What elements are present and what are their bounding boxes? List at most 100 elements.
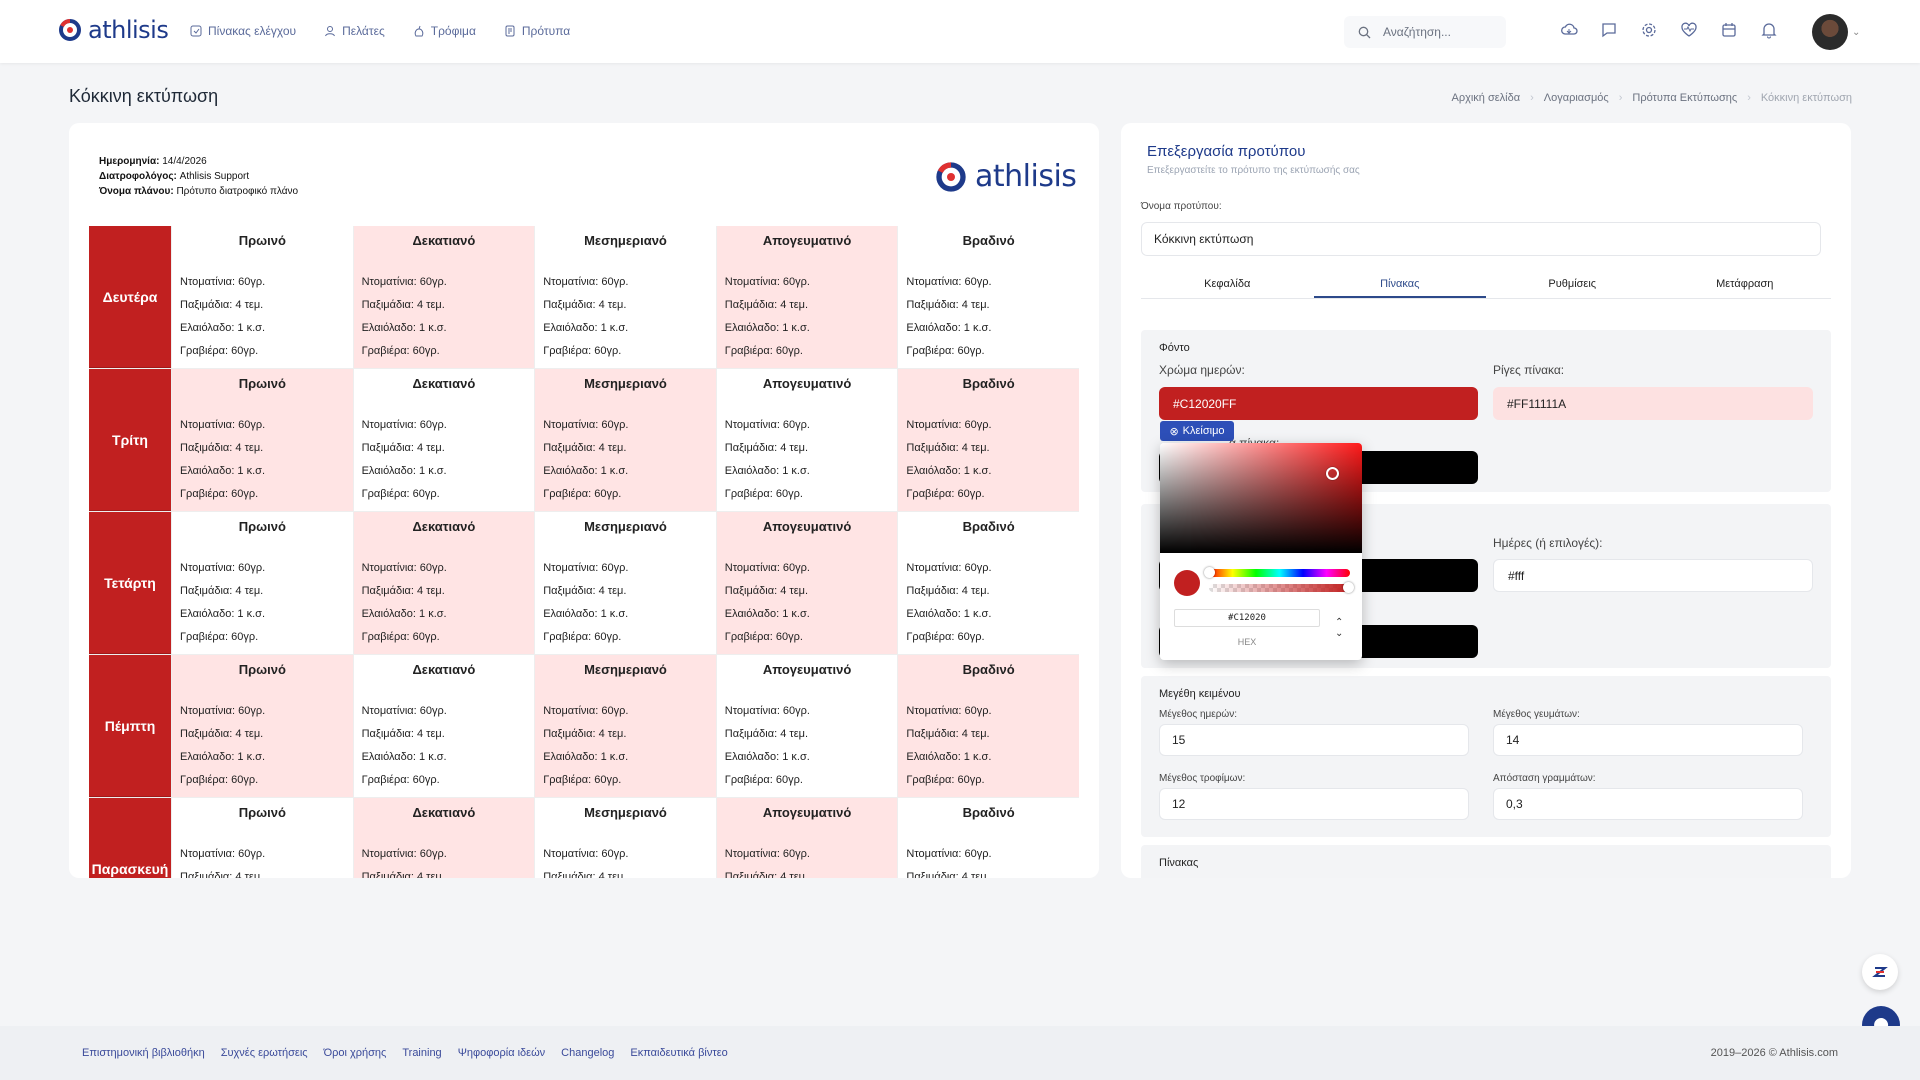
meal-cell: Δεκατιανό Ντοματίνια: 60γρ. Παξιμάδια: 4 τ… [352, 655, 535, 797]
plan-logo: athlisis [935, 159, 1077, 194]
food-item: Ελαιόλαδο: 1 κ.σ. [361, 465, 447, 477]
food-item: Ντοματίνια: 60γρ. [361, 705, 447, 717]
food-item: Παξιμάδια: 4 τεμ. [361, 585, 445, 597]
meal-title: Δεκατιανό [412, 376, 476, 391]
hue-slider[interactable] [1209, 569, 1350, 577]
meal-cell: Πρωινό Ντοματίνια: 60γρ. Παξιμάδια: 4 τεμ.… [171, 798, 353, 878]
footer-link[interactable]: Changelog [561, 1047, 615, 1059]
tab-settings[interactable]: Ρυθμίσεις [1548, 278, 1597, 290]
brand-logo[interactable]: athlisis [58, 16, 169, 44]
tab-table[interactable]: Πίνακας [1313, 269, 1486, 298]
brand-swirl-icon [1872, 967, 1888, 977]
cloud-icon[interactable] [1560, 21, 1578, 39]
day-size-input[interactable]: 15 [1159, 724, 1469, 756]
day-row: Παρασκευή Πρωινό Ντοματίνια: 60γρ. Παξιμάδι… [89, 798, 1079, 878]
nav-dashboard[interactable]: Πίνακας ελέγχου [190, 24, 296, 38]
nav-foods[interactable]: Τρόφιμα [413, 24, 476, 38]
tab-translation[interactable]: Μετάφραση [1716, 278, 1774, 290]
footer-link[interactable]: Συχνές ερωτήσεις [220, 1047, 308, 1059]
meal-title: Πρωινό [238, 662, 286, 677]
food-item: Γραβιέρα: 60γρ. [724, 488, 803, 500]
chevron-down-icon[interactable]: ⌄ [1852, 27, 1861, 38]
editor-tabs: Κεφαλίδα Πίνακας Ρυθμίσεις Μετάφραση [1141, 269, 1831, 299]
meal-title: Μεσημεριανό [584, 376, 667, 391]
alpha-slider[interactable] [1209, 584, 1350, 592]
footer-link[interactable]: Training [402, 1047, 442, 1059]
food-item: Παξιμάδια: 4 τεμ. [906, 871, 990, 878]
food-item: Παξιμάδια: 4 τεμ. [543, 299, 627, 311]
format-toggle-icon[interactable]: ⌃ ⌄ [1335, 617, 1344, 639]
breadcrumb-home[interactable]: Αρχική σελίδα [1451, 92, 1521, 104]
meal-title: Πρωινό [238, 519, 286, 534]
footer-link[interactable]: Επιστημονική βιβλιοθήκη [82, 1047, 205, 1059]
brand-name: athlisis [88, 16, 169, 44]
footer-link[interactable]: Ψηφοφορία ιδεών [457, 1047, 546, 1059]
food-item: Ελαιόλαδο: 1 κ.σ. [906, 751, 992, 763]
day-row: Τετάρτη Πρωινό Ντοματίνια: 60γρ. Παξιμάδια:… [89, 512, 1079, 655]
logo-mark-icon [936, 161, 966, 192]
food-item: Γραβιέρα: 60γρ. [361, 488, 440, 500]
footer-link[interactable]: Όροι χρήσης [323, 1047, 387, 1059]
food-item: Ελαιόλαδο: 1 κ.σ. [361, 322, 447, 334]
day-color-input[interactable]: #C12020FF [1159, 387, 1478, 420]
food-item: Γραβιέρα: 60γρ. [361, 345, 440, 357]
footer-links: Επιστημονική βιβλιοθήκη Συχνές ερωτήσεις… [82, 1047, 728, 1059]
meal-title: Βραδινό [962, 805, 1015, 820]
food-item: Παξιμάδια: 4 τεμ. [906, 442, 990, 454]
bell-icon[interactable] [1760, 21, 1778, 39]
assistant-button[interactable] [1862, 954, 1898, 990]
grid-lines-input[interactable]: #FF11111A [1493, 387, 1813, 420]
avatar[interactable] [1812, 14, 1848, 50]
day-color-label: Χρώμα ημερών: [1159, 363, 1245, 377]
dashboard-icon [190, 25, 202, 37]
line-spacing-input[interactable]: 0,3 [1493, 788, 1803, 820]
food-size-input[interactable]: 12 [1159, 788, 1469, 820]
nav-label: Πρότυπα [521, 24, 571, 38]
saturation-area[interactable] [1160, 443, 1362, 553]
meal-title: Μεσημεριανό [584, 233, 667, 248]
meal-cell: Μεσημεριανό Ντοματίνια: 60γρ. Παξιμάδια: 4… [534, 655, 716, 797]
close-picker-button[interactable]: ⊗ Κλείσιμο [1160, 421, 1234, 441]
saturation-handle[interactable] [1326, 467, 1339, 480]
meal-size-input[interactable]: 14 [1493, 724, 1803, 756]
meal-cell: Βραδινό Ντοματίνια: 60γρ. Παξιμάδια: 4 τεμ… [897, 798, 1079, 878]
meal-cell: Δεκατιανό Ντοματίνια: 60γρ. Παξιμάδια: 4 τ… [352, 226, 535, 368]
food-item: Γραβιέρα: 60γρ. [180, 774, 259, 786]
search-input[interactable]: Αναζήτηση... [1344, 16, 1506, 48]
breadcrumb-separator: › [1618, 92, 1623, 104]
food-item: Γραβιέρα: 60γρ. [180, 488, 259, 500]
table-section-title: Πίνακας [1159, 857, 1199, 869]
heart-icon[interactable] [1680, 21, 1698, 39]
nav-templates[interactable]: Πρότυπα [504, 24, 570, 38]
food-icon [414, 25, 424, 37]
food-item: Παξιμάδια: 4 τεμ. [906, 728, 990, 740]
close-label: Κλείσιμο [1182, 425, 1225, 437]
food-item: Γραβιέρα: 60γρ. [543, 774, 622, 786]
hue-handle[interactable] [1204, 567, 1215, 578]
meal-title: Βραδινό [962, 233, 1015, 248]
brand-name: athlisis [975, 159, 1077, 194]
gear-icon[interactable] [1640, 21, 1658, 39]
breadcrumb-print-templates[interactable]: Πρότυπα Εκτύπωσης [1632, 92, 1738, 104]
nav-clients[interactable]: Πελάτες [324, 24, 385, 38]
food-item: Παξιμάδια: 4 τεμ. [361, 299, 445, 311]
food-item: Γραβιέρα: 60γρ. [724, 774, 803, 786]
calendar-icon[interactable] [1720, 21, 1738, 39]
food-item: Ελαιόλαδο: 1 κ.σ. [724, 751, 810, 763]
meal-cell: Απογευματινό Ντοματίνια: 60γρ. Παξιμάδια: … [715, 226, 898, 368]
plan-name-label: Όνομα πλάνου: [99, 186, 174, 197]
template-name-input[interactable]: Κόκκινη εκτύπωση [1141, 222, 1821, 256]
meal-title: Βραδινό [962, 519, 1015, 534]
chat-icon[interactable] [1600, 21, 1618, 39]
meal-title: Δεκατιανό [412, 662, 476, 677]
meal-cell: Πρωινό Ντοματίνια: 60γρ. Παξιμάδια: 4 τεμ.… [171, 369, 353, 511]
date-label: Ημερομηνία: [99, 156, 160, 167]
days-optional-color-input[interactable]: #fff [1493, 559, 1813, 592]
food-item: Παξιμάδια: 4 τεμ. [543, 728, 627, 740]
food-item: Ελαιόλαδο: 1 κ.σ. [543, 608, 629, 620]
alpha-handle[interactable] [1343, 582, 1354, 593]
breadcrumb-account[interactable]: Λογαριασμός [1543, 92, 1609, 104]
tab-header[interactable]: Κεφαλίδα [1204, 278, 1251, 290]
footer-link[interactable]: Εκπαιδευτικά βίντεο [630, 1047, 728, 1059]
hex-input[interactable]: #C12020 [1174, 609, 1320, 627]
